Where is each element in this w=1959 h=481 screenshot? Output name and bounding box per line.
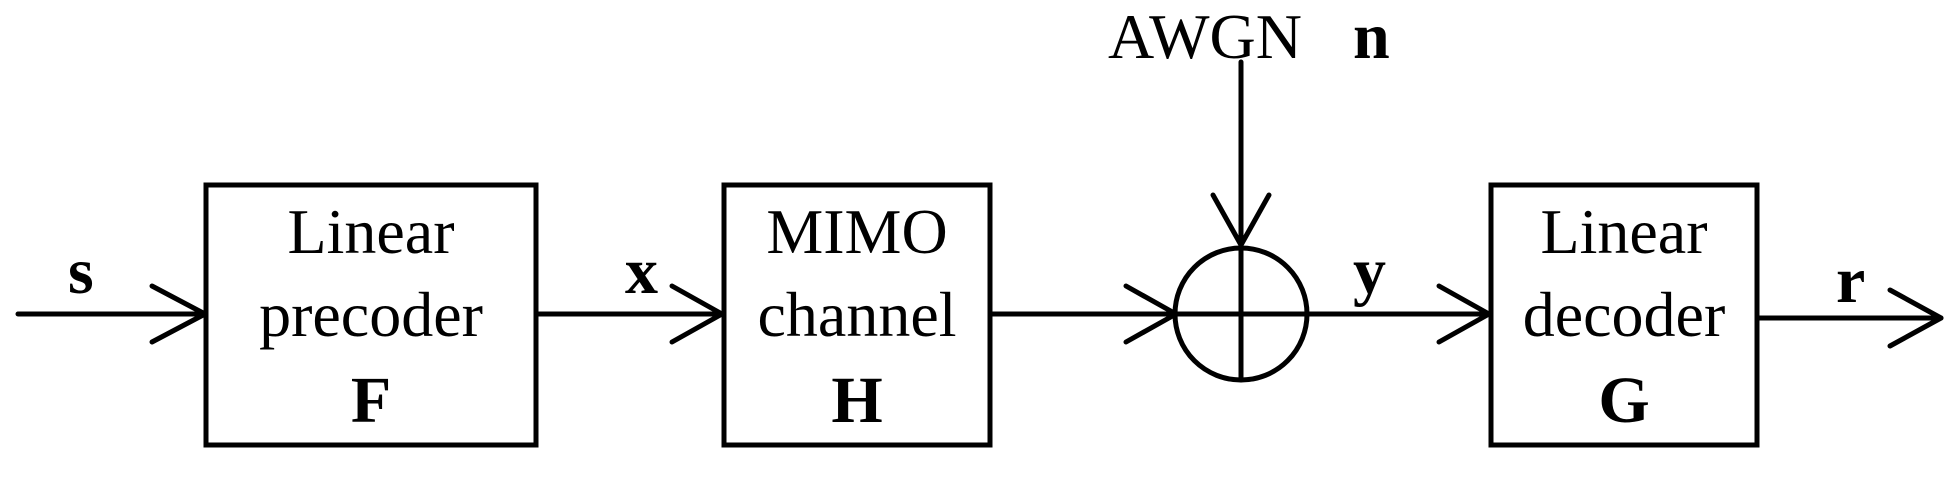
channel-line1: MIMO bbox=[766, 196, 947, 267]
output-signal-label: r bbox=[1836, 244, 1865, 317]
decoder-line2: decoder bbox=[1523, 279, 1726, 350]
decoder-block: Linear decoder G bbox=[1488, 182, 1760, 448]
input-arrow bbox=[15, 283, 208, 345]
noise-label: AWGN bbox=[1108, 1, 1302, 72]
channel-to-adder-arrow bbox=[988, 283, 1179, 345]
precoder-symbol: F bbox=[351, 364, 391, 437]
precoded-signal-label: x bbox=[625, 235, 658, 308]
input-signal-label: s bbox=[68, 235, 94, 308]
adder-circle bbox=[1172, 245, 1310, 383]
precoder-line1: Linear bbox=[288, 196, 455, 267]
noise-arrow bbox=[1210, 59, 1272, 248]
decoder-line1: Linear bbox=[1541, 196, 1708, 267]
precoder-line2: precoder bbox=[259, 279, 483, 350]
channel-block: MIMO channel H bbox=[721, 182, 993, 448]
channel-line2: channel bbox=[758, 279, 957, 350]
decoder-symbol: G bbox=[1598, 364, 1649, 437]
adder-to-decoder-arrow bbox=[1304, 283, 1492, 345]
noise-symbol: n bbox=[1353, 0, 1390, 73]
precoder-block: Linear precoder F bbox=[203, 182, 539, 448]
received-signal-label: y bbox=[1353, 235, 1386, 308]
output-arrow bbox=[1755, 287, 1944, 349]
channel-symbol: H bbox=[831, 364, 882, 437]
